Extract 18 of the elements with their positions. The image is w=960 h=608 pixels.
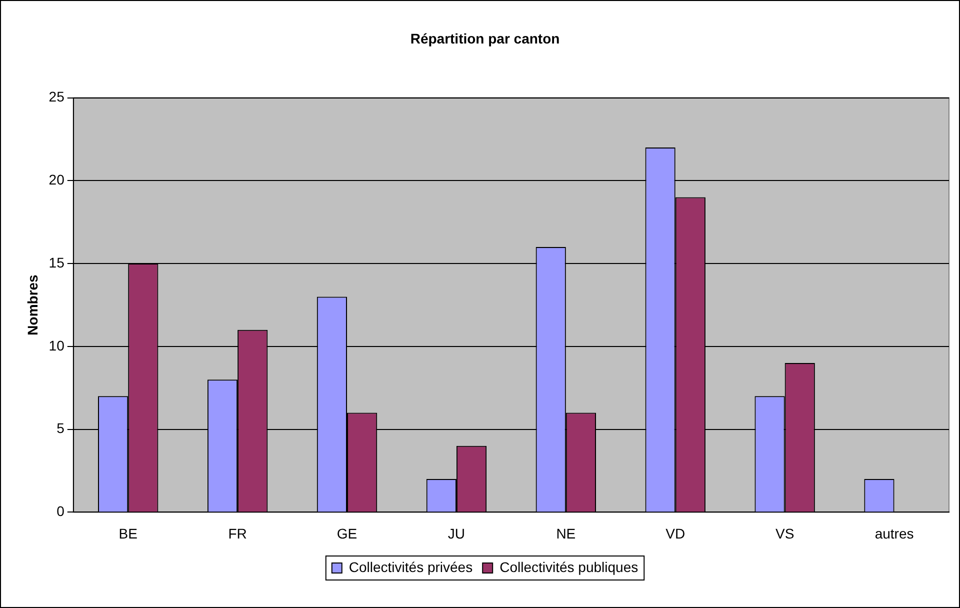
x-tick-label: NE: [556, 525, 576, 542]
y-tick-label: 25: [48, 88, 65, 105]
legend-label: Collectivités publiques: [500, 558, 638, 575]
x-tick-label: JU: [448, 525, 466, 542]
y-tick-label: 0: [56, 503, 65, 520]
y-tick-label: 5: [56, 420, 65, 436]
x-tick-label: VD: [666, 525, 686, 542]
x-tick-label: BE: [118, 525, 138, 542]
legend-label: Collectivités privées: [348, 558, 473, 575]
x-tick-label: VS: [775, 525, 794, 542]
x-tick-label: FR: [228, 525, 247, 542]
y-tick-label: 10: [48, 337, 65, 354]
y-tick-label: 15: [48, 254, 65, 270]
chart-title: Répartition par canton: [410, 30, 560, 46]
x-tick-label: GE: [336, 525, 358, 542]
x-tick-label: autres: [874, 525, 914, 542]
y-axis-title: Nombres: [24, 274, 40, 336]
y-tick-label: 20: [48, 172, 65, 188]
